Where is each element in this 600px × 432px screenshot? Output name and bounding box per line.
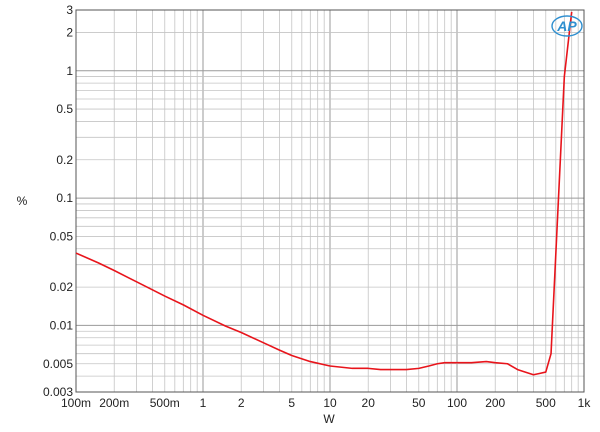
y-tick-label: 1 <box>66 64 73 78</box>
y-axis-label: % <box>17 194 28 208</box>
x-tick-label: 20 <box>362 396 376 410</box>
y-tick-label: 0.05 <box>50 229 74 243</box>
x-tick-label: 200m <box>99 396 129 410</box>
ap-logo-icon: AP <box>551 15 583 37</box>
x-tick-label: 100m <box>61 396 91 410</box>
y-tick-labels: 3 2 1 0.5 0.2 0.1 0.05 0.02 0.01 0.005 0.003 <box>43 3 73 399</box>
series-group <box>75 11 573 376</box>
x-tick-label: 2 <box>238 396 245 410</box>
y-tick-label: 0.01 <box>50 318 74 332</box>
ap-logo: AP <box>550 14 584 38</box>
y-tick-label: 0.003 <box>43 385 73 399</box>
x-tick-label: 500m <box>150 396 180 410</box>
x-tick-label: 500 <box>536 396 556 410</box>
x-tick-label: 100 <box>447 396 467 410</box>
y-tick-label: 2 <box>66 25 73 39</box>
y-tick-label: 0.1 <box>56 191 73 205</box>
svg-text:AP: AP <box>556 18 577 34</box>
x-tick-label: 1k <box>578 396 592 410</box>
x-tick-labels: 100m 200m 500m 1 2 5 10 20 50 100 200 500 1k <box>61 396 591 410</box>
y-tick-label: 0.2 <box>56 153 73 167</box>
x-tick-label: 10 <box>323 396 337 410</box>
x-tick-label: 50 <box>412 396 426 410</box>
x-tick-label: 1 <box>200 396 207 410</box>
y-tick-label: 0.005 <box>43 357 73 371</box>
x-axis-label: W <box>323 412 335 426</box>
x-tick-label: 200 <box>485 396 505 410</box>
grid <box>75 9 584 393</box>
plot-border <box>75 9 585 393</box>
series-line-1 <box>75 11 573 376</box>
x-tick-label: 5 <box>288 396 295 410</box>
plot-frame <box>75 9 585 393</box>
y-tick-label: 0.02 <box>50 280 74 294</box>
y-tick-label: 0.5 <box>56 102 73 116</box>
y-tick-label: 3 <box>66 3 73 17</box>
